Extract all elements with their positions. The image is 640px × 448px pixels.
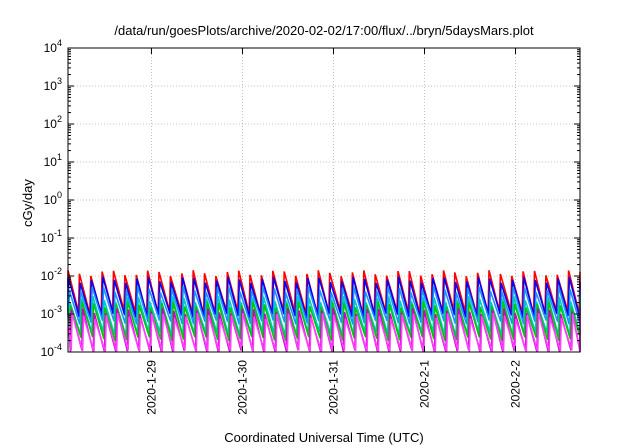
y-tick-label: 104	[44, 38, 62, 55]
series-line	[67, 312, 581, 353]
series-line	[67, 276, 581, 319]
x-tick-label: 2020-2-2	[509, 360, 523, 408]
ticks	[68, 47, 580, 353]
y-tick-labels: 10-4 10-3 10-2 10-1 100 101 102 103 104	[41, 38, 62, 359]
x-tick-labels: 2020-1-29 2020-1-30 2020-1-31 2020-2-1 2020-…	[144, 360, 522, 415]
x-tick-label: 2020-1-31	[326, 360, 340, 415]
series-line	[67, 270, 581, 315]
grid	[68, 48, 580, 352]
x-tick-label: 2020-1-30	[235, 360, 249, 415]
x-axis-label: Coordinated Universal Time (UTC)	[224, 430, 423, 445]
series-group	[67, 270, 581, 353]
chart-title: /data/run/goesPlots/archive/2020-02-02/1…	[114, 23, 534, 38]
x-tick-label: 2020-2-1	[418, 360, 432, 408]
y-tick-label: 103	[44, 76, 62, 93]
series-line	[67, 295, 581, 337]
y-tick-label: 101	[44, 152, 62, 169]
x-tick-label: 2020-1-29	[144, 360, 158, 415]
y-tick-label: 10-2	[41, 266, 62, 283]
y-tick-label: 100	[44, 190, 62, 207]
series-line	[67, 286, 581, 325]
y-tick-label: 102	[44, 114, 62, 131]
y-tick-label: 10-3	[41, 304, 62, 321]
series-line	[67, 301, 581, 342]
y-tick-label: 10-1	[41, 228, 62, 245]
y-axis-label: cGy/day	[20, 179, 35, 227]
y-tick-label: 10-4	[41, 342, 62, 359]
